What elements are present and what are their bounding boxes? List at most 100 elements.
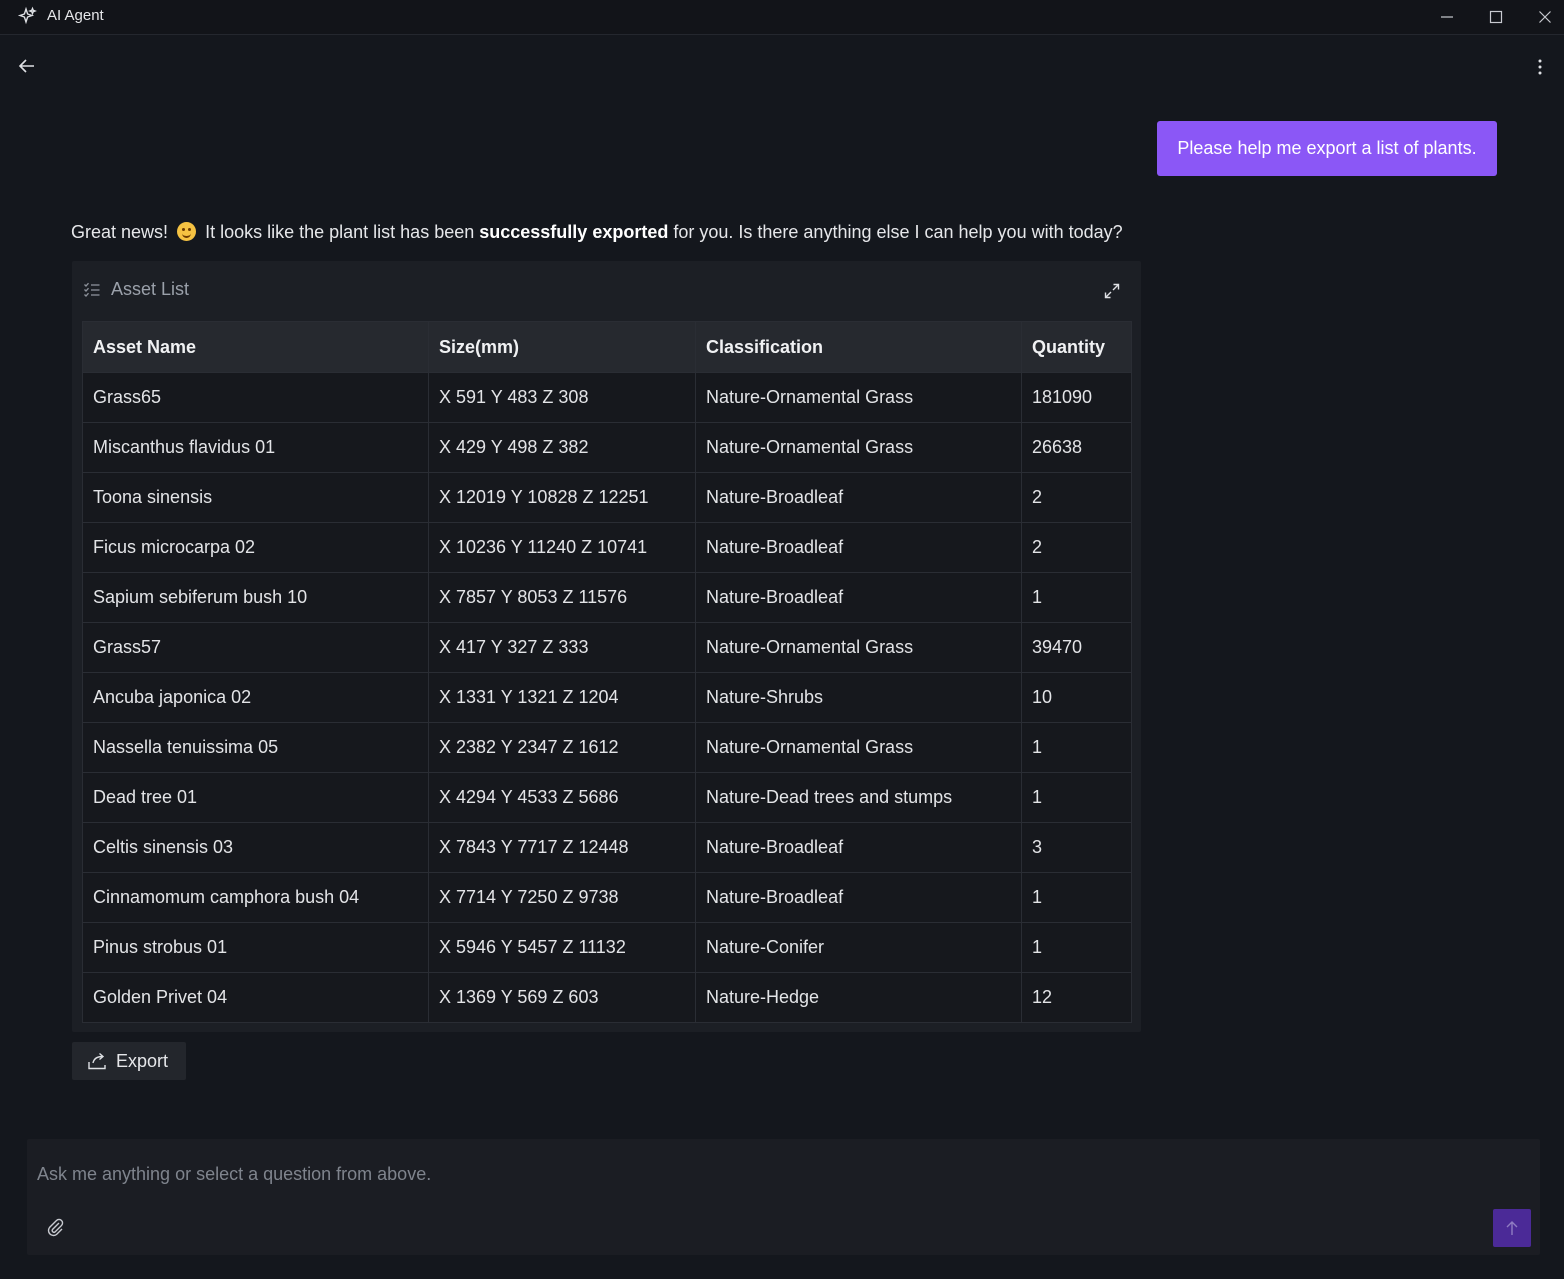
cell-quantity: 10 <box>1021 672 1132 723</box>
cell-asset-name: Cinnamomum camphora bush 04 <box>82 872 429 923</box>
expand-icon <box>1104 283 1120 299</box>
close-icon <box>1539 11 1551 23</box>
cell-asset-name: Grass65 <box>82 372 429 423</box>
share-export-icon <box>88 1052 106 1070</box>
export-label: Export <box>116 1050 169 1071</box>
paperclip-icon <box>47 1218 64 1237</box>
cell-quantity: 26638 <box>1021 422 1132 473</box>
sparkle-icon <box>17 6 37 26</box>
cell-classification: Nature-Ornamental Grass <box>695 622 1022 673</box>
column-header-classification: Classification <box>695 321 1022 373</box>
cell-size: X 7843 Y 7717 Z 12448 <box>428 822 696 873</box>
export-button[interactable]: Export <box>72 1042 186 1080</box>
cell-size: X 1369 Y 569 Z 603 <box>428 972 696 1023</box>
reply-text-middle: It looks like the plant list has been <box>205 222 475 242</box>
cell-quantity: 3 <box>1021 822 1132 873</box>
close-button[interactable] <box>1522 2 1564 32</box>
cell-asset-name: Dead tree 01 <box>82 772 429 823</box>
chat-header <box>0 35 1564 95</box>
cell-quantity: 181090 <box>1021 372 1132 423</box>
table-row: Pinus strobus 01 X 5946 Y 5457 Z 11132 Nat… <box>82 922 1132 973</box>
table-row: Grass57 X 417 Y 327 Z 333 Nature-Ornamenta… <box>82 622 1132 673</box>
app-title: AI Agent <box>47 7 104 24</box>
cell-size: X 1331 Y 1321 Z 1204 <box>428 672 696 723</box>
cell-asset-name: Ficus microcarpa 02 <box>82 522 429 573</box>
table-row: Ficus microcarpa 02 X 10236 Y 11240 Z 107… <box>82 522 1132 573</box>
arrow-left-icon <box>18 59 34 73</box>
cell-classification: Nature-Ornamental Grass <box>695 722 1022 773</box>
user-message: Please help me export a list of plants. <box>1157 121 1497 176</box>
cell-classification: Nature-Ornamental Grass <box>695 372 1022 423</box>
cell-asset-name: Miscanthus flavidus 01 <box>82 422 429 473</box>
cell-quantity: 1 <box>1021 722 1132 773</box>
asset-list-card: Asset List Asset Name Size(mm) Classific… <box>72 261 1141 1032</box>
back-button[interactable] <box>14 55 40 77</box>
cell-quantity: 1 <box>1021 572 1132 623</box>
expand-button[interactable] <box>1102 281 1122 301</box>
cell-classification: Nature-Conifer <box>695 922 1022 973</box>
more-vertical-icon <box>1538 59 1542 75</box>
attach-button[interactable] <box>44 1216 66 1238</box>
cell-classification: Nature-Broadleaf <box>695 522 1022 573</box>
cell-classification: Nature-Shrubs <box>695 672 1022 723</box>
more-options-button[interactable] <box>1528 55 1552 79</box>
table-row: Celtis sinensis 03 X 7843 Y 7717 Z 12448 N… <box>82 822 1132 873</box>
table-row: Grass65 X 591 Y 483 Z 308 Nature-Ornamenta… <box>82 372 1132 423</box>
cell-classification: Nature-Broadleaf <box>695 822 1022 873</box>
title-bar: AI Agent <box>0 0 1564 35</box>
cell-size: X 12019 Y 10828 Z 12251 <box>428 472 696 523</box>
message-input[interactable] <box>37 1161 1437 1187</box>
cell-asset-name: Pinus strobus 01 <box>82 922 429 973</box>
cell-asset-name: Ancuba japonica 02 <box>82 672 429 723</box>
cell-asset-name: Nassella tenuissima 05 <box>82 722 429 773</box>
table-row: Golden Privet 04 X 1369 Y 569 Z 603 Nature… <box>82 972 1132 1023</box>
maximize-button[interactable] <box>1473 2 1519 32</box>
reply-text-before: Great news! <box>71 222 169 242</box>
column-header-size: Size(mm) <box>428 321 696 373</box>
cell-quantity: 39470 <box>1021 622 1132 673</box>
cell-quantity: 2 <box>1021 472 1132 523</box>
table-row: Dead tree 01 X 4294 Y 4533 Z 5686 Nature-D… <box>82 772 1132 823</box>
cell-size: X 4294 Y 4533 Z 5686 <box>428 772 696 823</box>
cell-size: X 429 Y 498 Z 382 <box>428 422 696 473</box>
reply-text-bold: successfully exported <box>479 222 669 242</box>
column-header-quantity: Quantity <box>1021 321 1132 373</box>
cell-quantity: 2 <box>1021 522 1132 573</box>
cell-asset-name: Golden Privet 04 <box>82 972 429 1023</box>
cell-classification: Nature-Dead trees and stumps <box>695 772 1022 823</box>
cell-asset-name: Sapium sebiferum bush 10 <box>82 572 429 623</box>
cell-size: X 7714 Y 7250 Z 9738 <box>428 872 696 923</box>
message-composer <box>27 1139 1540 1255</box>
table-row: Sapium sebiferum bush 10 X 7857 Y 8053 Z … <box>82 572 1132 623</box>
cell-size: X 5946 Y 5457 Z 11132 <box>428 922 696 973</box>
cell-classification: Nature-Ornamental Grass <box>695 422 1022 473</box>
cell-classification: Nature-Hedge <box>695 972 1022 1023</box>
table-row: Nassella tenuissima 05 X 2382 Y 2347 Z 16… <box>82 722 1132 773</box>
cell-quantity: 1 <box>1021 772 1132 823</box>
minimize-icon <box>1441 16 1453 18</box>
table-row: Ancuba japonica 02 X 1331 Y 1321 Z 1204 Na… <box>82 672 1132 723</box>
minimize-button[interactable] <box>1424 2 1470 32</box>
smiling-face-icon <box>177 222 197 241</box>
cell-asset-name: Grass57 <box>82 622 429 673</box>
cell-asset-name: Toona sinensis <box>82 472 429 523</box>
reply-text-after: for you. Is there anything else I can he… <box>673 222 1123 242</box>
table-row: Toona sinensis X 12019 Y 10828 Z 12251 Nat… <box>82 472 1132 523</box>
list-check-icon <box>83 281 101 299</box>
table-header-row: Asset Name Size(mm) Classification Quant… <box>82 321 1132 373</box>
cell-classification: Nature-Broadleaf <box>695 872 1022 923</box>
cell-size: X 591 Y 483 Z 308 <box>428 372 696 423</box>
cell-size: X 7857 Y 8053 Z 11576 <box>428 572 696 623</box>
cell-classification: Nature-Broadleaf <box>695 572 1022 623</box>
cell-size: X 10236 Y 11240 Z 10741 <box>428 522 696 573</box>
table-row: Cinnamomum camphora bush 04 X 7714 Y 7250… <box>82 872 1132 923</box>
cell-quantity: 1 <box>1021 872 1132 923</box>
asset-list-title: Asset List <box>111 279 190 299</box>
cell-asset-name: Celtis sinensis 03 <box>82 822 429 873</box>
cell-quantity: 1 <box>1021 922 1132 973</box>
send-button[interactable] <box>1493 1209 1531 1247</box>
cell-quantity: 12 <box>1021 972 1132 1023</box>
cell-classification: Nature-Broadleaf <box>695 472 1022 523</box>
agent-reply: Great news! It looks like the plant list… <box>71 222 1171 243</box>
column-header-asset-name: Asset Name <box>82 321 429 373</box>
